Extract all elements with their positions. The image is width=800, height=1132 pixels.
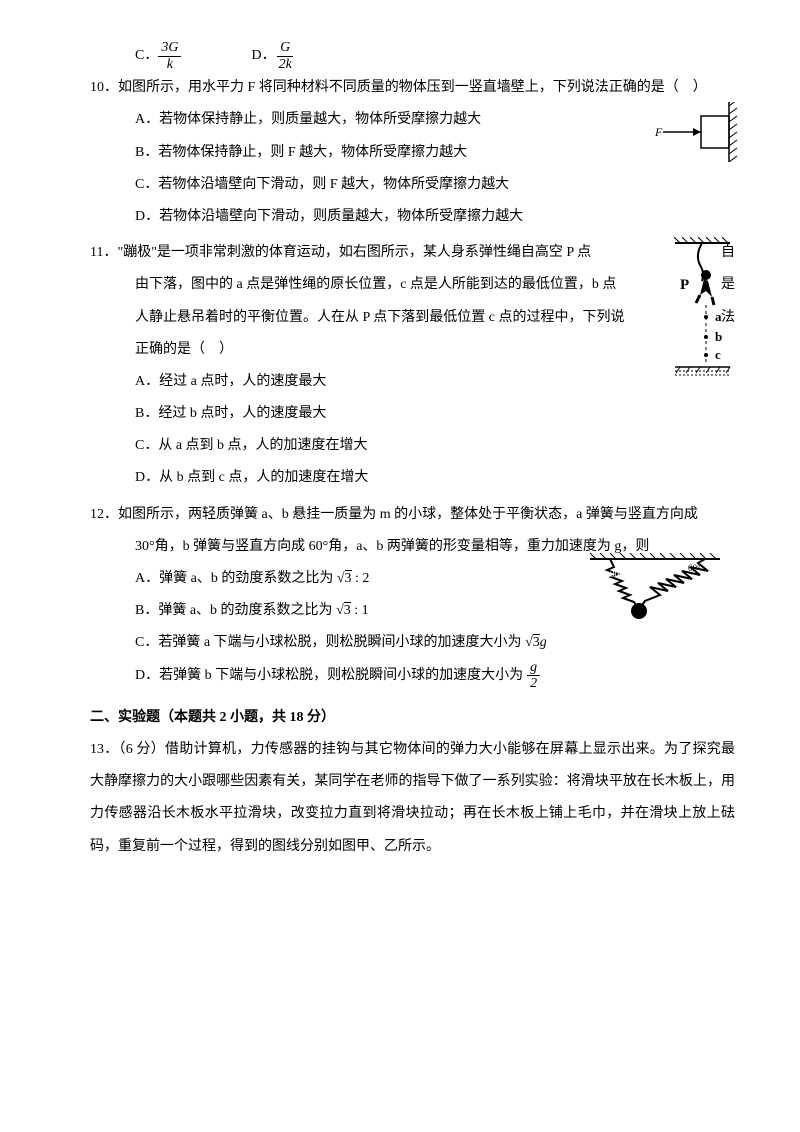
q9-options: C． 3G k D． G 2k (135, 40, 735, 72)
angle-30: 30° (610, 569, 623, 579)
q13-num: 13． (90, 742, 119, 757)
q12-c: C．若弹簧 a 下端与小球松脱，则松脱瞬间小球的加速度大小为 √3g (135, 627, 735, 659)
label-c: c (715, 347, 721, 362)
q12-d-frac: g 2 (527, 660, 540, 692)
q10-stem: 如图所示，用水平力 F 将同种材料不同质量的物体压到一竖直墙壁上，下列说法正确的… (118, 80, 707, 95)
q12-d-pre: D．若弹簧 b 下端与小球松脱，则松脱瞬间小球的加速度大小为 (135, 660, 523, 692)
q11-stem2: 由下落，图中的 a 点是弹性绳的原长位置，c 点是人所能到达的最低位置，b 点 (135, 269, 616, 301)
q12-d-den: 2 (527, 676, 540, 691)
bungee-diagram: P a b c (670, 237, 735, 382)
q9-c-frac: 3G k (158, 40, 181, 72)
q11-d: D．从 b 点到 c 点，人的加速度在增大 (135, 462, 735, 494)
q12-b-ratio: : 1 (351, 603, 369, 618)
q9-opt-c: C． 3G k (135, 40, 181, 72)
angle-60: 60° (688, 563, 701, 573)
q9-opt-d: D． G 2k (251, 40, 294, 72)
q11-b: B．经过 b 点时，人的速度最大 (135, 398, 735, 430)
q9-c-num: 3G (158, 40, 181, 56)
q9-d-label: D． (251, 40, 275, 72)
q11-stem4: 正确的是（ ） (135, 334, 735, 366)
q11: 11．"蹦极"是一项非常刺激的体育运动，如右图所示，某人身系弹性绳自高空 P 点… (90, 237, 735, 495)
q11-a: A．经过 a 点时，人的速度最大 (135, 366, 735, 398)
q10-b: B．若物体保持静止，则 F 越大，物体所受摩擦力越大 (135, 137, 735, 169)
q9-d-den: 2k (276, 57, 295, 72)
label-b: b (715, 329, 722, 344)
q12-c-g: g (540, 635, 547, 650)
label-p: P (680, 277, 689, 293)
q12-c-sqrt: 3 (533, 634, 540, 650)
q9-c-den: k (164, 57, 176, 72)
q12-d: D．若弹簧 b 下端与小球松脱，则松脱瞬间小球的加速度大小为 g 2 (135, 660, 735, 692)
q12-num: 12． (90, 507, 118, 522)
label-a: a (715, 309, 722, 324)
q9-c-label: C． (135, 40, 158, 72)
q13: 13．（6 分）借助计算机，力传感器的挂钩与其它物体间的弹力大小能够在屏幕上显示… (90, 734, 735, 863)
q13-stem: （6 分）借助计算机，力传感器的挂钩与其它物体间的弹力大小能够在屏幕上显示出来。… (90, 742, 735, 854)
q12-d-num: g (527, 660, 540, 676)
q10-c: C．若物体沿墙壁向下滑动，则 F 越大，物体所受摩擦力越大 (135, 169, 735, 201)
force-label: F (655, 125, 663, 139)
q9-d-num: G (277, 40, 293, 56)
q12-a-pre: A．弹簧 a、b 的劲度系数之比为 (135, 571, 333, 586)
q12: 12．如图所示，两轻质弹簧 a、b 悬挂一质量为 m 的小球，整体处于平衡状态，… (90, 499, 735, 692)
section2-title: 二、实验题（本题共 2 小题，共 18 分） (90, 702, 735, 734)
q12-a-ratio: : 2 (352, 571, 370, 586)
q12-a-expr: 3 (345, 570, 352, 586)
q11-stem3: 人静止悬吊着时的平衡位置。人在从 P 点下落到最低位置 c 点的过程中，下列说 (135, 302, 624, 334)
q12-b-pre: B．弹簧 a、b 的劲度系数之比为 (135, 603, 333, 618)
q12-b-expr: 3 (344, 602, 351, 618)
q11-c: C．从 a 点到 b 点，人的加速度在增大 (135, 430, 735, 462)
q10-num: 10． (90, 80, 118, 95)
q10-a: A．若物体保持静止，则质量越大，物体所受摩擦力越大 (135, 104, 735, 136)
q10-d: D．若物体沿墙壁向下滑动，则质量越大，物体所受摩擦力越大 (135, 201, 735, 233)
q12-c-pre: C．若弹簧 a 下端与小球松脱，则松脱瞬间小球的加速度大小为 (135, 635, 522, 650)
wall-diagram: F (655, 102, 745, 162)
q11-num: 11． (90, 245, 117, 260)
q12-stem1: 如图所示，两轻质弹簧 a、b 悬挂一质量为 m 的小球，整体处于平衡状态，a 弹… (118, 507, 698, 522)
q11-stem1: "蹦极"是一项非常刺激的体育运动，如右图所示，某人身系弹性绳自高空 P 点 (117, 245, 591, 260)
q10: 10．如图所示，用水平力 F 将同种材料不同质量的物体压到一竖直墙壁上，下列说法… (90, 72, 735, 233)
q9-d-frac: G 2k (276, 40, 295, 72)
springs-diagram: 30° 60° (590, 553, 720, 623)
